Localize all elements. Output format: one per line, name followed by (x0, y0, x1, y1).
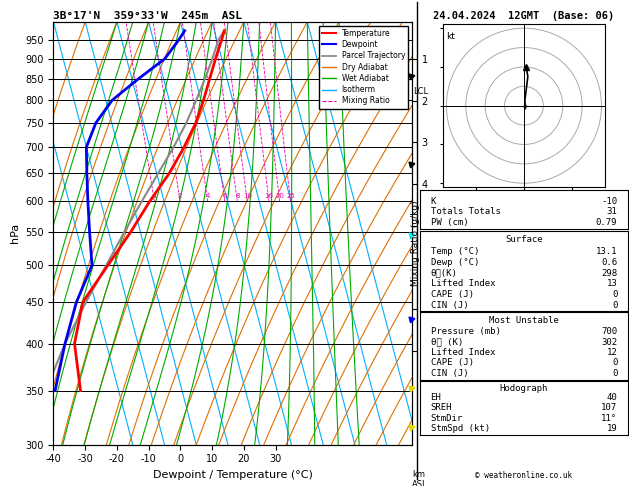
Text: 31: 31 (606, 208, 617, 216)
Text: 0.6: 0.6 (601, 258, 617, 267)
Text: Totals Totals: Totals Totals (430, 208, 501, 216)
Text: LCL: LCL (414, 87, 429, 96)
Text: Pressure (mb): Pressure (mb) (430, 327, 501, 336)
Text: 0.79: 0.79 (596, 218, 617, 227)
Text: 16: 16 (265, 193, 274, 199)
Text: 12: 12 (606, 348, 617, 357)
Text: 11°: 11° (601, 414, 617, 423)
Text: 20: 20 (276, 193, 284, 199)
Text: EH: EH (430, 393, 442, 402)
Text: Surface: Surface (505, 235, 543, 244)
Text: StmDir: StmDir (430, 414, 463, 423)
Text: 107: 107 (601, 403, 617, 412)
Text: 0: 0 (612, 301, 617, 310)
Text: 8: 8 (235, 193, 240, 199)
Text: K: K (430, 197, 436, 206)
Text: 302: 302 (601, 338, 617, 347)
Text: 10: 10 (243, 193, 252, 199)
Text: SREH: SREH (430, 403, 452, 412)
Text: PW (cm): PW (cm) (430, 218, 468, 227)
Text: Hodograph: Hodograph (500, 384, 548, 393)
Text: StmSpd (kt): StmSpd (kt) (430, 424, 489, 433)
Y-axis label: hPa: hPa (9, 223, 19, 243)
Text: Temp (°C): Temp (°C) (430, 247, 479, 256)
Text: km
ASL: km ASL (412, 470, 428, 486)
Text: Lifted Index: Lifted Index (430, 348, 495, 357)
Text: Most Unstable: Most Unstable (489, 316, 559, 325)
Text: 3B°17'N  359°33'W  245m  ASL: 3B°17'N 359°33'W 245m ASL (53, 11, 242, 21)
Text: 19: 19 (606, 424, 617, 433)
Text: θᴛ (K): θᴛ (K) (430, 338, 463, 347)
Text: 6: 6 (223, 193, 227, 199)
Text: θᴛ(K): θᴛ(K) (430, 269, 457, 278)
Text: 700: 700 (601, 327, 617, 336)
Text: CAPE (J): CAPE (J) (430, 290, 474, 299)
Text: 1: 1 (152, 193, 157, 199)
Text: 0: 0 (612, 290, 617, 299)
Text: 298: 298 (601, 269, 617, 278)
Legend: Temperature, Dewpoint, Parcel Trajectory, Dry Adiabat, Wet Adiabat, Isotherm, Mi: Temperature, Dewpoint, Parcel Trajectory… (319, 26, 408, 108)
Text: © weatheronline.co.uk: © weatheronline.co.uk (476, 471, 572, 480)
Text: kt: kt (447, 32, 455, 41)
Text: Mixing Ratio (g/kg): Mixing Ratio (g/kg) (411, 200, 420, 286)
Text: 0: 0 (612, 369, 617, 378)
Text: 24.04.2024  12GMT  (Base: 06): 24.04.2024 12GMT (Base: 06) (433, 11, 615, 21)
Text: 25: 25 (286, 193, 295, 199)
Text: CIN (J): CIN (J) (430, 301, 468, 310)
Text: CAPE (J): CAPE (J) (430, 359, 474, 367)
Text: 13: 13 (606, 279, 617, 288)
Text: CIN (J): CIN (J) (430, 369, 468, 378)
X-axis label: Dewpoint / Temperature (°C): Dewpoint / Temperature (°C) (153, 470, 313, 480)
Text: 13.1: 13.1 (596, 247, 617, 256)
Text: Lifted Index: Lifted Index (430, 279, 495, 288)
Text: Dewp (°C): Dewp (°C) (430, 258, 479, 267)
Text: 0: 0 (612, 359, 617, 367)
Text: 2: 2 (178, 193, 182, 199)
Text: 4: 4 (206, 193, 210, 199)
Text: 40: 40 (606, 393, 617, 402)
Text: -10: -10 (601, 197, 617, 206)
